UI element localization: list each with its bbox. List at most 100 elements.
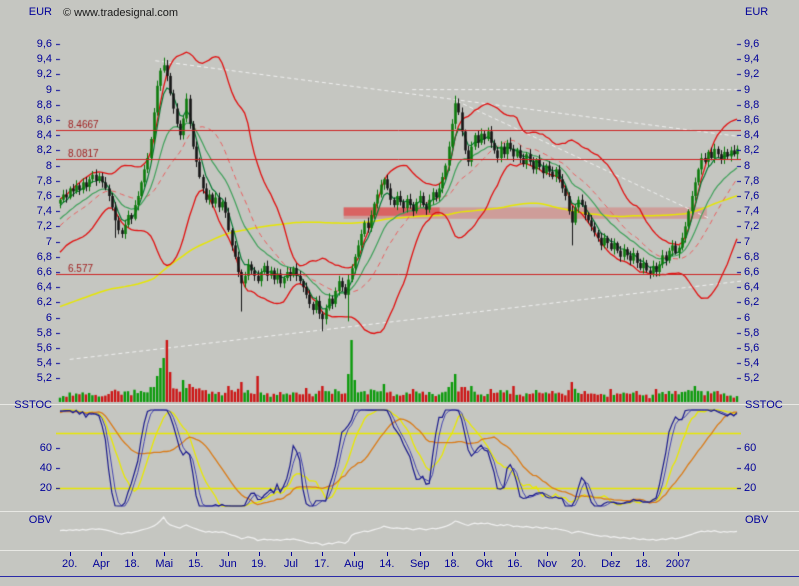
date-tick-label: Aug xyxy=(344,558,364,570)
date-tick-label: Jun xyxy=(219,558,237,570)
price-tick-label-right: 6,8 xyxy=(744,250,760,263)
price-tick-label-right: 7,2 xyxy=(744,220,760,233)
sstoc-axis-left: 60 40 20 xyxy=(0,0,52,586)
sstoc-label-right: SSTOC xyxy=(745,399,783,411)
price-tick-label-left: 8,8 xyxy=(36,98,52,111)
price-tick-label-left: 5,8 xyxy=(36,326,52,339)
price-tick-label-left: 8 xyxy=(45,159,52,172)
date-tick-label: 20. xyxy=(570,558,587,570)
bottom-border-line xyxy=(0,576,799,577)
currency-label-right: EUR xyxy=(745,6,769,18)
date-tick-label: 18. xyxy=(124,558,140,570)
price-axis-left: 9,6 9,4 9,2 9 8,8 8,6 8,4 8,2 8 7,8 7,6 7,4 7,2 7 6,8 6… xyxy=(0,0,52,586)
currency-label-left: EUR xyxy=(28,6,52,18)
price-tick-label-right: 5,4 xyxy=(744,357,760,370)
price-tick-label-left: 7,6 xyxy=(36,190,52,202)
price-tick-label-right: 9,4 xyxy=(744,53,760,66)
date-tick-mark xyxy=(677,552,679,556)
date-tick-mark xyxy=(451,552,453,556)
date-tick-mark xyxy=(484,552,486,556)
price-tick-label-right: 7,8 xyxy=(744,174,760,187)
date-tick-label: 15. xyxy=(188,558,204,570)
price-chart-canvas[interactable] xyxy=(56,10,741,404)
price-tick-label-left: 9,6 xyxy=(36,38,52,50)
sstoc-tick-label-right: 20 xyxy=(744,482,757,494)
price-tick-label-right: 9 xyxy=(744,83,751,96)
price-tick-label-left: 7,2 xyxy=(36,220,52,233)
date-tick-mark xyxy=(132,552,134,556)
price-tick-label-right: 8,2 xyxy=(744,144,760,157)
price-tick-label-right: 6,4 xyxy=(744,281,760,294)
date-tick-mark xyxy=(258,552,260,556)
price-tick-label-left: 7,8 xyxy=(36,174,52,187)
panel-separator xyxy=(0,511,799,512)
date-tick-mark xyxy=(69,552,71,556)
price-tick-label-right: 8,6 xyxy=(744,114,760,126)
price-tick-label-right: 8,4 xyxy=(744,129,760,142)
sstoc-tick-label-right: 60 xyxy=(744,442,757,454)
price-tick-label-left: 6,8 xyxy=(36,250,52,263)
date-tick-label: Mai xyxy=(155,558,174,570)
price-tick-label-right: 7,4 xyxy=(744,205,760,218)
stochastic-canvas[interactable] xyxy=(56,405,741,511)
date-tick-label: 18. xyxy=(444,558,460,570)
price-tick-label-right: 6 xyxy=(744,311,751,324)
price-tick-label-right: 8 xyxy=(744,159,751,172)
sstoc-tick-label-left: 40 xyxy=(39,462,52,474)
date-tick-label: 18. xyxy=(635,558,651,570)
date-tick-label: Apr xyxy=(92,558,110,570)
obv-label-right: OBV xyxy=(745,514,769,526)
panel-separator xyxy=(0,550,799,551)
price-tick-label-left: 7,4 xyxy=(36,205,52,218)
date-tick-mark xyxy=(101,552,103,556)
price-tick-label-left: 8,2 xyxy=(36,144,52,157)
date-tick-mark xyxy=(227,552,229,556)
price-tick-label-right: 5,8 xyxy=(744,326,760,339)
date-tick-label: Sep xyxy=(409,558,430,570)
price-tick-label-left: 9,4 xyxy=(36,53,52,66)
date-tick-label: 17. xyxy=(314,558,330,570)
price-tick-label-left: 6,6 xyxy=(36,266,52,278)
sstoc-tick-label-right: 40 xyxy=(744,462,757,474)
date-tick-label: Okt xyxy=(475,558,493,570)
date-tick-mark xyxy=(195,552,197,556)
price-tick-label-left: 5,4 xyxy=(36,357,52,370)
price-axis-right: 9,6 9,4 9,2 9 8,8 8,6 8,4 8,2 8 7,8 7,6 7,4 7,2 7 6,8 6… xyxy=(744,0,799,586)
price-tick-label-left: 6,4 xyxy=(36,281,52,294)
date-tick-label: Jul xyxy=(283,558,298,570)
price-tick-label-right: 6,6 xyxy=(744,266,760,278)
price-tick-label-left: 8,6 xyxy=(36,114,52,126)
obv-label-left: OBV xyxy=(28,514,52,526)
sstoc-label-left: SSTOC xyxy=(14,399,52,411)
price-tick-label-right: 5,2 xyxy=(744,372,760,385)
obv-canvas[interactable] xyxy=(56,512,741,550)
price-tick-label-left: 7 xyxy=(45,235,52,248)
date-tick-mark xyxy=(290,552,292,556)
date-tick-mark xyxy=(643,552,645,556)
price-tick-label-right: 7,6 xyxy=(744,190,760,202)
date-tick-mark xyxy=(321,552,323,556)
date-tick-mark xyxy=(610,552,612,556)
panel-separator xyxy=(0,404,799,405)
price-tick-label-left: 8,4 xyxy=(36,129,52,142)
date-tick-label: 14. xyxy=(379,558,395,570)
price-tick-label-left: 5,6 xyxy=(36,342,52,354)
date-tick-label: Nov xyxy=(537,558,557,570)
date-tick-label: 19. xyxy=(251,558,267,570)
date-tick-label: 2007 xyxy=(665,558,691,570)
date-tick-mark xyxy=(419,552,421,556)
price-tick-label-right: 9,6 xyxy=(744,38,760,50)
price-tick-label-right: 8,8 xyxy=(744,98,760,111)
price-tick-label-left: 9 xyxy=(45,83,52,96)
sstoc-tick-label-left: 60 xyxy=(39,442,52,454)
price-tick-label-right: 7 xyxy=(744,235,751,248)
price-tick-label-left: 9,2 xyxy=(36,68,52,81)
price-tick-label-left: 6,2 xyxy=(36,296,52,309)
sstoc-tick-label-left: 20 xyxy=(39,482,52,494)
price-tick-label-right: 6,2 xyxy=(744,296,760,309)
date-tick-mark xyxy=(164,552,166,556)
date-tick-mark xyxy=(386,552,388,556)
date-axis: 20. Apr 18. Mai 15. Jun 19. Jul 17. Aug 14. Sep 18. O… xyxy=(0,551,799,585)
date-tick-mark xyxy=(547,552,549,556)
